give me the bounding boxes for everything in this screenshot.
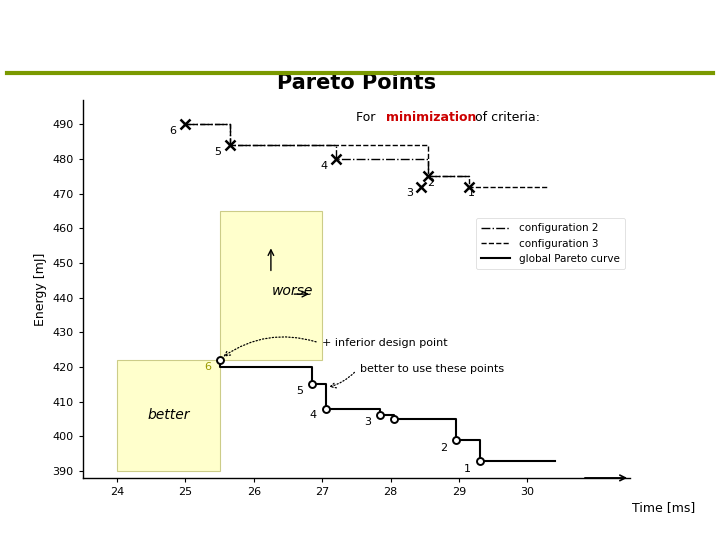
Title: Pareto Points: Pareto Points [276,73,436,93]
Text: 1: 1 [468,188,474,198]
Text: 6: 6 [170,126,176,136]
Bar [117,360,220,471]
Text: 3: 3 [364,417,372,427]
Text: 2: 2 [440,443,447,453]
Text: tu: tu [18,510,40,529]
Text: fakultät für
informatik: fakultät für informatik [205,508,256,529]
Text: 3: 3 [406,188,413,198]
Text: 4: 4 [320,160,327,171]
Legend: configuration 2, configuration 3, global Pareto curve: configuration 2, configuration 3, global… [476,218,625,269]
Text: fi: fi [176,509,191,528]
Y-axis label: Energy [mJ]: Energy [mJ] [34,252,47,326]
Text: Time [ms]: Time [ms] [632,501,696,514]
Text: technische universität
dortmund: technische universität dortmund [54,508,155,529]
Text: © p. marwedel,
informatik 12,  2009: © p. marwedel, informatik 12, 2009 [317,508,409,529]
Text: - 8 -: - 8 - [665,512,689,525]
Text: + inferior design point: + inferior design point [323,338,448,348]
Text: of criteria:: of criteria: [472,111,540,124]
Text: 4: 4 [310,410,317,420]
Text: 1: 1 [464,464,471,474]
Text: worse: worse [272,284,314,298]
Text: 5: 5 [296,386,303,396]
Text: 5: 5 [214,147,221,157]
Text: better: better [147,408,189,422]
Bar [220,211,322,360]
Text: 2: 2 [427,178,434,188]
Text: better to use these points: better to use these points [360,363,504,374]
Text: 6: 6 [204,362,211,372]
Text: For: For [356,111,379,124]
Text: minimization: minimization [387,111,477,124]
